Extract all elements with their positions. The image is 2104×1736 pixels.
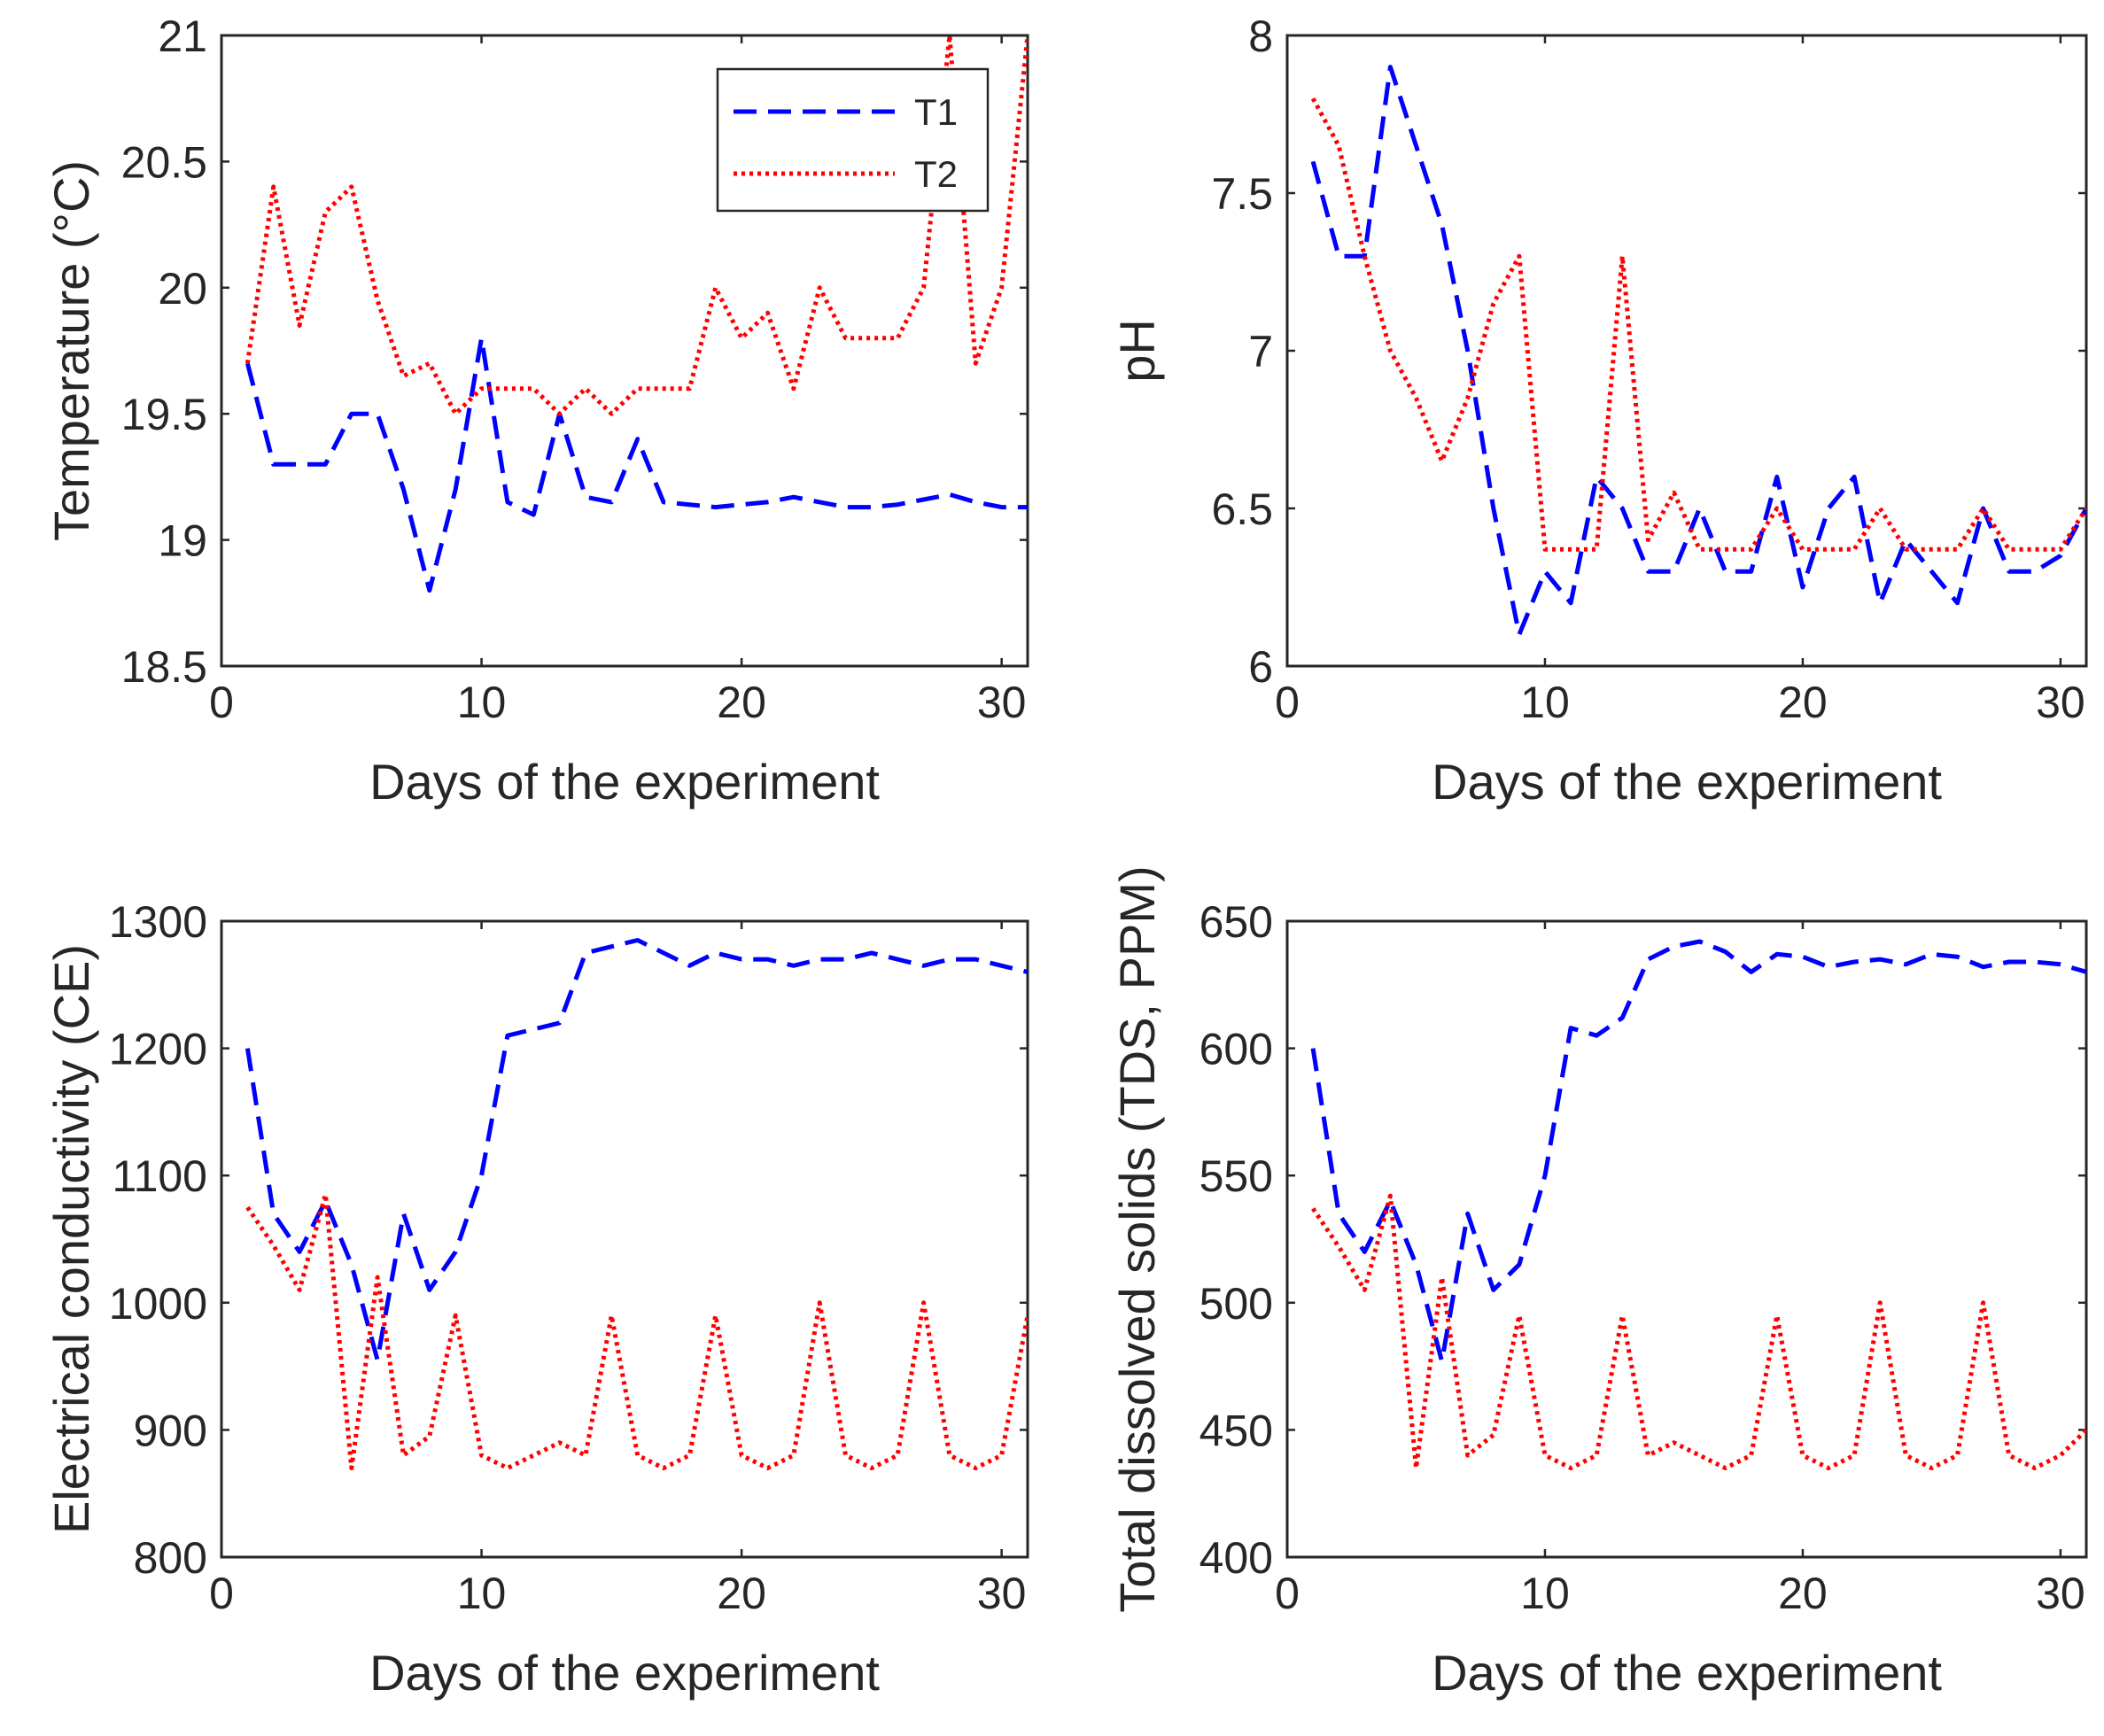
y-axis-label: Temperature (°C) xyxy=(43,160,99,541)
series-t1-line xyxy=(245,336,1028,593)
x-tick-label: 30 xyxy=(2036,678,2085,727)
x-tick-label: 0 xyxy=(1275,1569,1300,1618)
y-tick-label: 21 xyxy=(158,12,207,61)
y-tick-label: 800 xyxy=(134,1533,207,1583)
y-tick-label: 900 xyxy=(134,1406,207,1455)
y-tick-label: 18.5 xyxy=(121,642,207,692)
series-t2-line xyxy=(245,1192,1028,1470)
x-tick-label: 30 xyxy=(977,678,1027,727)
x-axis-label: Days of the experiment xyxy=(1432,754,1942,810)
x-tick-label: 10 xyxy=(1520,678,1570,727)
x-tick-label: 20 xyxy=(717,1569,766,1618)
y-tick-label: 650 xyxy=(1200,897,1273,947)
series-t1-line xyxy=(1310,65,2086,637)
x-tick-label: 10 xyxy=(1520,1569,1570,1618)
y-tick-label: 1100 xyxy=(112,1151,207,1201)
y-tick-label: 550 xyxy=(1200,1151,1273,1201)
y-tick-label: 400 xyxy=(1200,1533,1273,1583)
y-tick-label: 1300 xyxy=(109,897,207,947)
y-axis-label: Total dissolved solids (TDS, PPM) xyxy=(1109,865,1165,1612)
y-tick-label: 20.5 xyxy=(121,137,207,187)
y-tick-label: 19.5 xyxy=(121,390,207,439)
series-t1-line xyxy=(1310,939,2086,1364)
conductivity-chart: 0 10 20 30 800 900 1000 1100 1200 1300 Days of the… xyxy=(43,897,1029,1701)
x-tick-label: 10 xyxy=(457,678,507,727)
y-tick-label: 600 xyxy=(1200,1025,1273,1074)
y-tick-label: 6.5 xyxy=(1211,484,1273,534)
x-axis-label: Days of the experiment xyxy=(369,754,880,810)
x-tick-label: 0 xyxy=(1275,678,1300,727)
y-tick-label: 19 xyxy=(158,516,207,566)
tds-chart: 0 10 20 30 400 450 500 550 600 650 Days of the exp… xyxy=(1109,865,2088,1701)
y-tick-label: 500 xyxy=(1200,1279,1273,1329)
series-t1-line xyxy=(245,938,1028,1362)
legend-box xyxy=(716,67,990,213)
y-tick-label: 6 xyxy=(1248,642,1273,692)
x-tick-label: 30 xyxy=(2036,1569,2085,1618)
temperature-chart: 0 10 20 30 18.5 19 19.5 20 20.5 21 Days of the exp… xyxy=(43,12,1029,810)
x-tick-label: 0 xyxy=(209,678,234,727)
x-axis-label: Days of the experiment xyxy=(1432,1645,1942,1701)
x-tick-label: 20 xyxy=(717,678,766,727)
legend-label-t2: T2 xyxy=(914,153,958,195)
y-tick-label: 7.5 xyxy=(1211,169,1273,219)
x-tick-label: 0 xyxy=(209,1569,234,1618)
plot-area xyxy=(1285,34,2088,668)
y-tick-label: 8 xyxy=(1248,12,1273,61)
x-tick-label: 30 xyxy=(977,1569,1027,1618)
x-tick-label: 20 xyxy=(1778,678,1828,727)
y-axis-label: pH xyxy=(1109,319,1165,383)
y-tick-label: 20 xyxy=(158,264,207,314)
x-tick-label: 20 xyxy=(1778,1569,1828,1618)
x-tick-label: 10 xyxy=(457,1569,507,1618)
legend-label-t1: T1 xyxy=(914,91,958,133)
y-tick-label: 1000 xyxy=(109,1279,207,1329)
ph-chart: 0 10 20 30 6 6.5 7 7.5 8 Days of the experiment pH xyxy=(1109,12,2088,810)
y-axis-label: Electrical conductivity (CE) xyxy=(43,944,99,1534)
x-axis-label: Days of the experiment xyxy=(369,1645,880,1701)
y-tick-label: 7 xyxy=(1248,327,1273,376)
y-tick-label: 450 xyxy=(1200,1406,1273,1455)
y-tick-label: 1200 xyxy=(109,1025,207,1074)
